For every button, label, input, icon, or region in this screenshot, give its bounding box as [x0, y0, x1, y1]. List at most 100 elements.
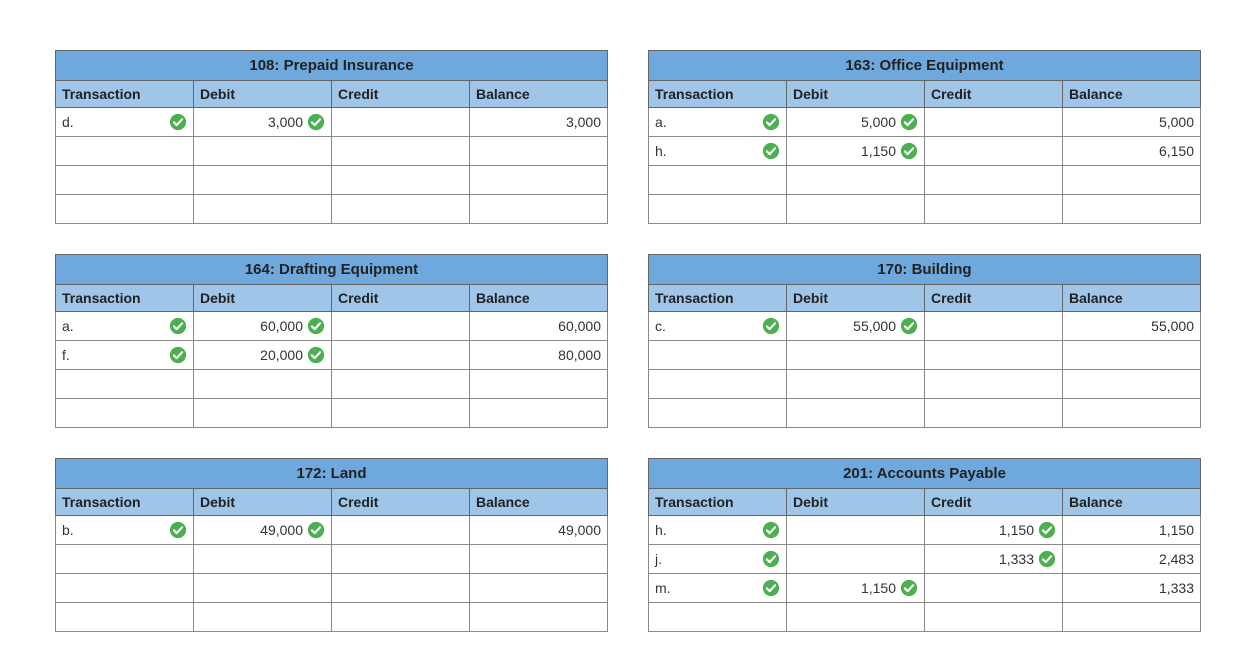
debit-cell[interactable]: 60,000: [194, 312, 332, 341]
debit-cell[interactable]: [787, 341, 925, 370]
balance-cell: [1063, 166, 1201, 195]
debit-cell[interactable]: [194, 545, 332, 574]
transaction-label: h.: [655, 522, 667, 538]
transaction-cell[interactable]: [649, 370, 787, 399]
transaction-cell[interactable]: [56, 574, 194, 603]
debit-cell[interactable]: [194, 370, 332, 399]
credit-cell[interactable]: [332, 108, 470, 137]
credit-cell[interactable]: [925, 574, 1063, 603]
left-column: 108: Prepaid InsuranceTransactionDebitCr…: [55, 50, 608, 632]
debit-cell[interactable]: [194, 166, 332, 195]
transaction-cell[interactable]: [56, 603, 194, 632]
transaction-cell[interactable]: [649, 341, 787, 370]
column-header: Transaction: [56, 81, 194, 108]
column-header: Credit: [925, 489, 1063, 516]
column-header: Debit: [194, 285, 332, 312]
credit-cell[interactable]: [332, 545, 470, 574]
balance-cell: [470, 137, 608, 166]
debit-cell[interactable]: [194, 195, 332, 224]
credit-cell[interactable]: [332, 399, 470, 428]
debit-cell[interactable]: 49,000: [194, 516, 332, 545]
debit-cell[interactable]: [787, 370, 925, 399]
credit-cell[interactable]: [925, 166, 1063, 195]
table-row: b.49,00049,000: [56, 516, 608, 545]
ledger-table: 201: Accounts PayableTransactionDebitCre…: [648, 458, 1201, 632]
transaction-cell[interactable]: [56, 166, 194, 195]
debit-cell[interactable]: [787, 516, 925, 545]
transaction-cell[interactable]: [56, 370, 194, 399]
credit-cell[interactable]: [925, 312, 1063, 341]
credit-cell[interactable]: [332, 137, 470, 166]
transaction-cell[interactable]: [649, 166, 787, 195]
debit-value: 60,000: [260, 318, 303, 334]
debit-cell[interactable]: [787, 399, 925, 428]
credit-cell[interactable]: [925, 108, 1063, 137]
credit-cell[interactable]: [925, 341, 1063, 370]
credit-cell[interactable]: [925, 603, 1063, 632]
debit-cell[interactable]: [194, 603, 332, 632]
debit-cell[interactable]: 1,150: [787, 137, 925, 166]
column-header: Balance: [1063, 285, 1201, 312]
credit-cell[interactable]: [332, 166, 470, 195]
debit-cell[interactable]: [194, 574, 332, 603]
table-row: [649, 341, 1201, 370]
debit-cell[interactable]: [194, 399, 332, 428]
table-row: h. 1,1501,150: [649, 516, 1201, 545]
table-row: j. 1,333 2,483: [649, 545, 1201, 574]
balance-value: 2,483: [1159, 551, 1194, 567]
column-header: Credit: [332, 489, 470, 516]
debit-cell[interactable]: [194, 137, 332, 166]
credit-cell[interactable]: [925, 370, 1063, 399]
transaction-cell[interactable]: [649, 195, 787, 224]
debit-cell[interactable]: 3,000: [194, 108, 332, 137]
transaction-cell[interactable]: a.: [649, 108, 787, 137]
transaction-cell[interactable]: d.: [56, 108, 194, 137]
column-header: Debit: [194, 489, 332, 516]
credit-cell[interactable]: [332, 195, 470, 224]
debit-cell[interactable]: 55,000: [787, 312, 925, 341]
transaction-cell[interactable]: h.: [649, 137, 787, 166]
table-row: f.20,00080,000: [56, 341, 608, 370]
credit-cell[interactable]: [332, 603, 470, 632]
balance-cell: [1063, 370, 1201, 399]
credit-cell[interactable]: [332, 370, 470, 399]
transaction-label: j.: [655, 551, 662, 567]
credit-cell[interactable]: [332, 312, 470, 341]
debit-cell[interactable]: 20,000: [194, 341, 332, 370]
transaction-cell[interactable]: c.: [649, 312, 787, 341]
credit-cell[interactable]: 1,333: [925, 545, 1063, 574]
column-header: Debit: [194, 81, 332, 108]
debit-cell[interactable]: 1,150: [787, 574, 925, 603]
debit-cell[interactable]: 5,000: [787, 108, 925, 137]
debit-cell[interactable]: [787, 166, 925, 195]
balance-cell: 1,150: [1063, 516, 1201, 545]
credit-cell[interactable]: [332, 341, 470, 370]
transaction-cell[interactable]: f.: [56, 341, 194, 370]
credit-cell[interactable]: [925, 137, 1063, 166]
transaction-cell[interactable]: j.: [649, 545, 787, 574]
check-icon: [307, 346, 325, 364]
transaction-cell[interactable]: [56, 545, 194, 574]
check-icon: [169, 346, 187, 364]
debit-cell[interactable]: [787, 195, 925, 224]
transaction-cell[interactable]: h.: [649, 516, 787, 545]
credit-cell[interactable]: [332, 516, 470, 545]
transaction-cell[interactable]: [649, 399, 787, 428]
debit-cell[interactable]: [787, 603, 925, 632]
transaction-cell[interactable]: m.: [649, 574, 787, 603]
balance-value: 60,000: [558, 318, 601, 334]
transaction-cell[interactable]: [56, 137, 194, 166]
ledger-table: 108: Prepaid InsuranceTransactionDebitCr…: [55, 50, 608, 224]
credit-cell[interactable]: 1,150: [925, 516, 1063, 545]
check-icon: [900, 317, 918, 335]
transaction-cell[interactable]: a.: [56, 312, 194, 341]
credit-cell[interactable]: [925, 195, 1063, 224]
debit-cell[interactable]: [787, 545, 925, 574]
transaction-cell[interactable]: [649, 603, 787, 632]
credit-cell[interactable]: [925, 399, 1063, 428]
credit-cell[interactable]: [332, 574, 470, 603]
transaction-cell[interactable]: [56, 399, 194, 428]
table-row: [56, 603, 608, 632]
transaction-cell[interactable]: [56, 195, 194, 224]
transaction-cell[interactable]: b.: [56, 516, 194, 545]
